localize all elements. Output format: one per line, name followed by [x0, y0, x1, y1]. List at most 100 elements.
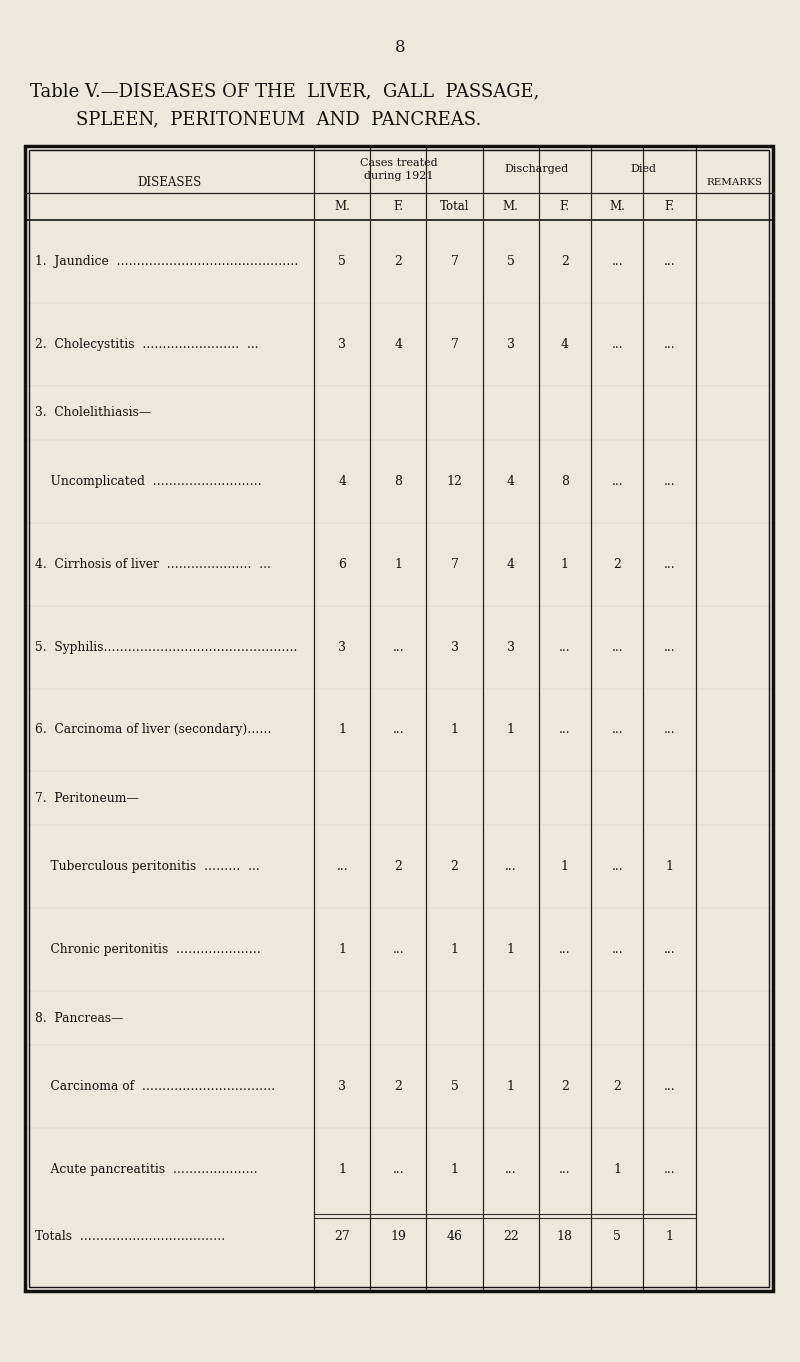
Text: 4.  Cirrhosis of liver  …………………  ...: 4. Cirrhosis of liver ………………… ... [35, 557, 270, 571]
Text: 5: 5 [614, 1230, 621, 1242]
Text: Died: Died [630, 165, 656, 174]
Text: ...: ... [505, 861, 517, 873]
Text: 4: 4 [506, 475, 514, 488]
Text: ...: ... [611, 861, 623, 873]
Text: 1: 1 [561, 557, 569, 571]
Text: 7: 7 [450, 557, 458, 571]
Text: 4: 4 [506, 557, 514, 571]
Text: 1: 1 [338, 943, 346, 956]
Text: ...: ... [664, 475, 675, 488]
Text: ...: ... [559, 640, 570, 654]
Text: ...: ... [664, 338, 675, 351]
Text: DISEASES: DISEASES [138, 177, 202, 189]
Text: 8: 8 [394, 475, 402, 488]
Text: 1: 1 [666, 861, 674, 873]
Text: 1: 1 [338, 723, 346, 737]
Text: Cases treated
during 1921: Cases treated during 1921 [360, 158, 438, 181]
Text: 22: 22 [502, 1230, 518, 1242]
Text: 27: 27 [334, 1230, 350, 1242]
Text: 7: 7 [450, 338, 458, 351]
Text: 2: 2 [614, 557, 621, 571]
Text: ...: ... [559, 723, 570, 737]
Text: ...: ... [664, 1080, 675, 1092]
Text: 1: 1 [506, 723, 514, 737]
Text: ...: ... [393, 723, 404, 737]
Text: ...: ... [664, 943, 675, 956]
Text: 5: 5 [506, 255, 514, 268]
Text: Total: Total [440, 200, 470, 212]
Text: 46: 46 [446, 1230, 462, 1242]
Text: 2: 2 [450, 861, 458, 873]
Text: 3: 3 [338, 1080, 346, 1092]
Text: 5: 5 [338, 255, 346, 268]
Text: 6.  Carcinoma of liver (secondary)……: 6. Carcinoma of liver (secondary)…… [35, 723, 271, 737]
Text: Tuberculous peritonitis  ………  ...: Tuberculous peritonitis ……… ... [35, 861, 259, 873]
Text: ...: ... [664, 1163, 675, 1175]
Text: 5: 5 [450, 1080, 458, 1092]
Bar [29, 150, 769, 1287]
Text: REMARKS: REMARKS [706, 178, 762, 188]
Text: 19: 19 [390, 1230, 406, 1242]
Text: 3: 3 [506, 640, 514, 654]
Text: ...: ... [664, 255, 675, 268]
Text: 1: 1 [450, 1163, 458, 1175]
Text: 7.  Peritoneum—: 7. Peritoneum— [35, 791, 138, 805]
Text: 2: 2 [394, 861, 402, 873]
Text: 1.  Jaundice  ………………………………………: 1. Jaundice ……………………………………… [35, 255, 298, 268]
Text: ...: ... [559, 1163, 570, 1175]
Text: 8: 8 [394, 39, 406, 56]
Text: 2: 2 [561, 1080, 569, 1092]
Text: M.: M. [610, 200, 625, 212]
Text: 8.  Pancreas—: 8. Pancreas— [35, 1012, 123, 1024]
Text: ...: ... [664, 557, 675, 571]
Text: 6: 6 [338, 557, 346, 571]
Text: ...: ... [664, 640, 675, 654]
Text: ...: ... [393, 640, 404, 654]
Text: 5.  Syphilis…………………………………………: 5. Syphilis………………………………………… [35, 640, 298, 654]
Text: ...: ... [559, 943, 570, 956]
Text: Carcinoma of  ……………………………: Carcinoma of …………………………… [35, 1080, 275, 1092]
Text: 2: 2 [394, 255, 402, 268]
Text: 8: 8 [561, 475, 569, 488]
Text: ...: ... [505, 1163, 517, 1175]
Text: 3: 3 [450, 640, 458, 654]
Text: ...: ... [611, 943, 623, 956]
Text: ...: ... [393, 943, 404, 956]
Text: 3: 3 [338, 338, 346, 351]
Text: ...: ... [337, 861, 348, 873]
Text: M.: M. [334, 200, 350, 212]
Text: 18: 18 [557, 1230, 573, 1242]
Text: 1: 1 [666, 1230, 674, 1242]
Text: F.: F. [560, 200, 570, 212]
Text: Table V.—DISEASES OF THE  LIVER,  GALL  PASSAGE,: Table V.—DISEASES OF THE LIVER, GALL PAS… [30, 82, 540, 101]
Text: SPLEEN,  PERITONEUM  AND  PANCREAS.: SPLEEN, PERITONEUM AND PANCREAS. [76, 110, 482, 129]
Text: Discharged: Discharged [505, 165, 569, 174]
Text: 1: 1 [506, 943, 514, 956]
Text: 3: 3 [338, 640, 346, 654]
Text: 2: 2 [561, 255, 569, 268]
Text: 4: 4 [561, 338, 569, 351]
Text: 1: 1 [506, 1080, 514, 1092]
Text: F.: F. [394, 200, 403, 212]
Text: 1: 1 [338, 1163, 346, 1175]
Text: 4: 4 [338, 475, 346, 488]
Text: 12: 12 [446, 475, 462, 488]
Text: 1: 1 [394, 557, 402, 571]
Text: ...: ... [664, 723, 675, 737]
Text: ...: ... [611, 640, 623, 654]
Text: 2.  Cholecystitis  ……………………  ...: 2. Cholecystitis …………………… ... [35, 338, 258, 351]
Text: ...: ... [611, 338, 623, 351]
Text: 2: 2 [394, 1080, 402, 1092]
Text: Totals  ………………………………: Totals ……………………………… [35, 1230, 225, 1242]
Text: 7: 7 [450, 255, 458, 268]
Text: Chronic peritonitis  …………………: Chronic peritonitis ………………… [35, 943, 261, 956]
Text: ...: ... [611, 475, 623, 488]
Text: M.: M. [502, 200, 518, 212]
Text: 1: 1 [561, 861, 569, 873]
Text: Acute pancreatitis  …………………: Acute pancreatitis ………………… [35, 1163, 258, 1175]
Text: 3: 3 [506, 338, 514, 351]
Text: ...: ... [611, 255, 623, 268]
Text: F.: F. [665, 200, 674, 212]
Text: 4: 4 [394, 338, 402, 351]
Bar [25, 146, 773, 1291]
